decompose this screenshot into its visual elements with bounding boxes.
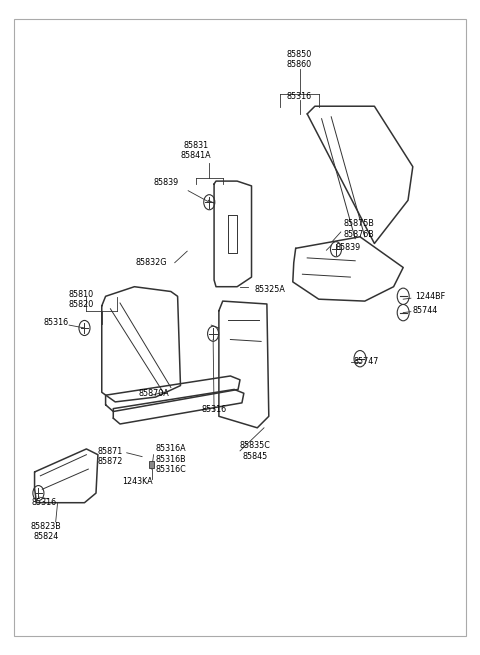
Text: 85316: 85316 [202,405,227,414]
Text: 85870A: 85870A [138,390,169,398]
Text: 85832G: 85832G [135,258,167,267]
Text: 85850
85860: 85850 85860 [287,50,312,69]
Text: 85823B
85824: 85823B 85824 [31,522,61,541]
Text: 85325A: 85325A [254,285,285,294]
Text: 85744: 85744 [413,306,438,315]
Text: 85316: 85316 [32,498,57,507]
Text: 85316: 85316 [287,92,312,101]
Text: 85810
85820: 85810 85820 [68,290,93,309]
Text: 85835C
85845: 85835C 85845 [240,441,271,460]
Text: 85831
85841A: 85831 85841A [180,141,211,160]
Text: 1243KA: 1243KA [122,477,153,486]
Text: 85316: 85316 [44,318,69,328]
Text: 85875B
85876B: 85875B 85876B [344,219,374,239]
Text: 85747: 85747 [353,357,379,365]
Text: 85839: 85839 [153,178,179,187]
Text: 85839: 85839 [336,244,361,252]
Bar [149,460,155,468]
Text: 85316A
85316B
85316C: 85316A 85316B 85316C [156,444,186,474]
Text: 85871
85872: 85871 85872 [97,447,123,466]
Text: 1244BF: 1244BF [415,291,445,301]
